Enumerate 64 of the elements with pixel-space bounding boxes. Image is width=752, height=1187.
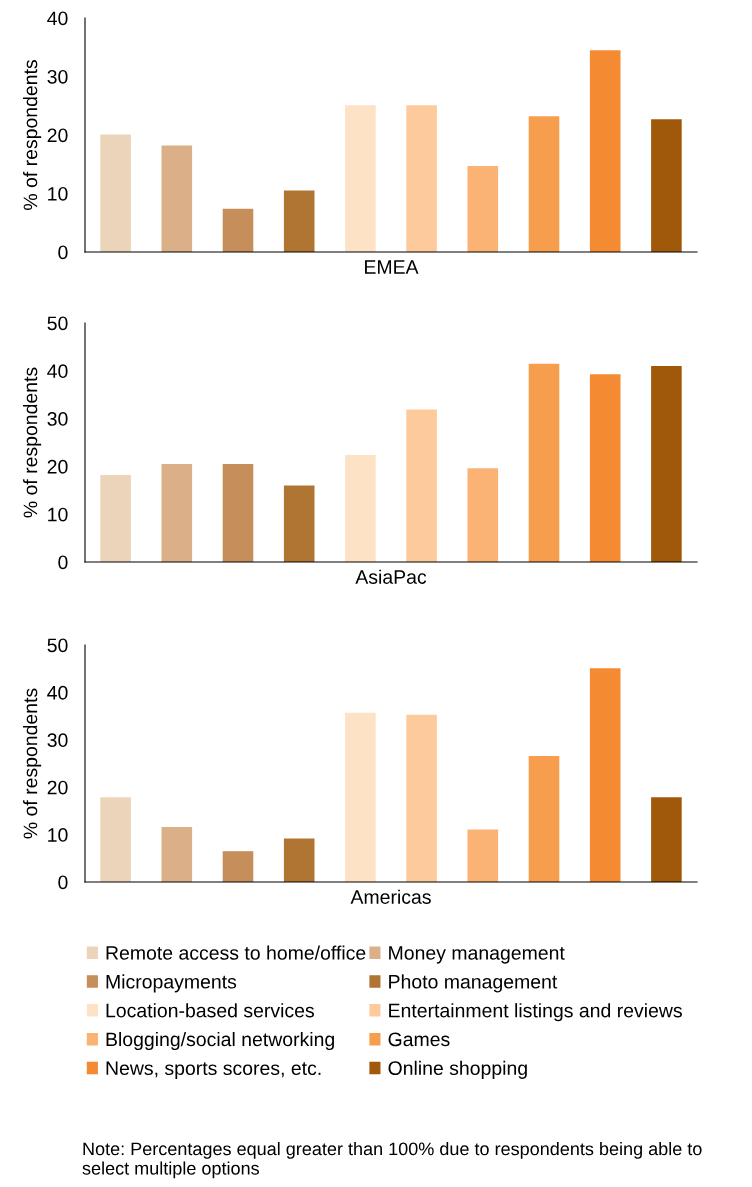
- bar: [589, 50, 621, 252]
- bar: [283, 485, 315, 562]
- bar: [222, 851, 254, 882]
- bar: [406, 105, 437, 252]
- bar: [345, 454, 376, 562]
- legend-label: Blogging/social networking: [106, 1031, 334, 1051]
- bar: [651, 119, 682, 252]
- bar: [467, 829, 499, 882]
- bar: [222, 464, 254, 562]
- bar: [528, 363, 560, 562]
- legend-label: Remote access to home/office: [106, 945, 366, 960]
- bar: [345, 712, 376, 882]
- bar: [100, 475, 131, 562]
- bar: [345, 105, 376, 252]
- y-tick-label: 40: [47, 364, 68, 379]
- text: Note: Percentages equal greater than 100% due to respondents being able to select multiple options: [82, 1142, 702, 1179]
- bar: [528, 116, 560, 252]
- bar: [100, 134, 131, 252]
- y-tick-label: 50: [47, 316, 68, 331]
- y-axis-title: % of respondents: [23, 367, 42, 518]
- x-axis-title: AsiaPac: [355, 569, 427, 584]
- y-tick-label: 0: [58, 555, 68, 570]
- legend-label: Online shopping: [388, 1060, 527, 1079]
- legend-label: Money management: [389, 946, 565, 964]
- legend-label: Entertainment listings and reviews: [389, 1003, 682, 1022]
- y-axis-title: % of respondents: [23, 688, 42, 839]
- y-tick-label: 20: [47, 128, 68, 143]
- x-axis-title: EMEA: [365, 260, 419, 274]
- bar: [100, 797, 131, 882]
- bar: [161, 464, 193, 562]
- y-tick-label: 40: [47, 685, 68, 700]
- bar: [283, 838, 315, 882]
- y-tick-label: 40: [47, 11, 68, 26]
- bar: [589, 668, 621, 882]
- x-axis-title: Americas: [350, 889, 431, 904]
- bar: [467, 468, 499, 562]
- y-tick-label: 20: [47, 459, 68, 474]
- y-tick-label: 10: [48, 507, 68, 522]
- bar: [283, 190, 315, 252]
- bar: [406, 714, 437, 882]
- y-tick-label: 30: [47, 733, 68, 748]
- legend-label: Photo management: [389, 974, 558, 993]
- y-tick-label: 50: [47, 638, 68, 653]
- y-tick-label: 0: [58, 245, 68, 260]
- y-tick-label: 30: [47, 412, 68, 426]
- bar: [161, 145, 193, 252]
- bar: [651, 366, 682, 562]
- bar: [528, 755, 560, 882]
- legend-label: Games: [388, 1032, 450, 1047]
- legend-label: News, sports scores, etc.: [106, 1061, 321, 1079]
- y-axis-title: % of respondents: [23, 60, 42, 210]
- y-tick-label: 10: [48, 186, 68, 201]
- y-tick-label: 30: [47, 69, 68, 84]
- bar: [222, 208, 254, 252]
- bar: [589, 374, 621, 562]
- legend-label: Micropayments: [106, 974, 237, 993]
- y-tick-label: 20: [47, 780, 68, 795]
- legend-label: Location-based services: [106, 1003, 314, 1018]
- bar: [161, 827, 193, 882]
- bar: [651, 797, 682, 882]
- bar: [467, 166, 499, 252]
- y-tick-label: 10: [48, 828, 68, 842]
- y-tick-label: 0: [58, 875, 68, 890]
- bar: [406, 409, 437, 562]
